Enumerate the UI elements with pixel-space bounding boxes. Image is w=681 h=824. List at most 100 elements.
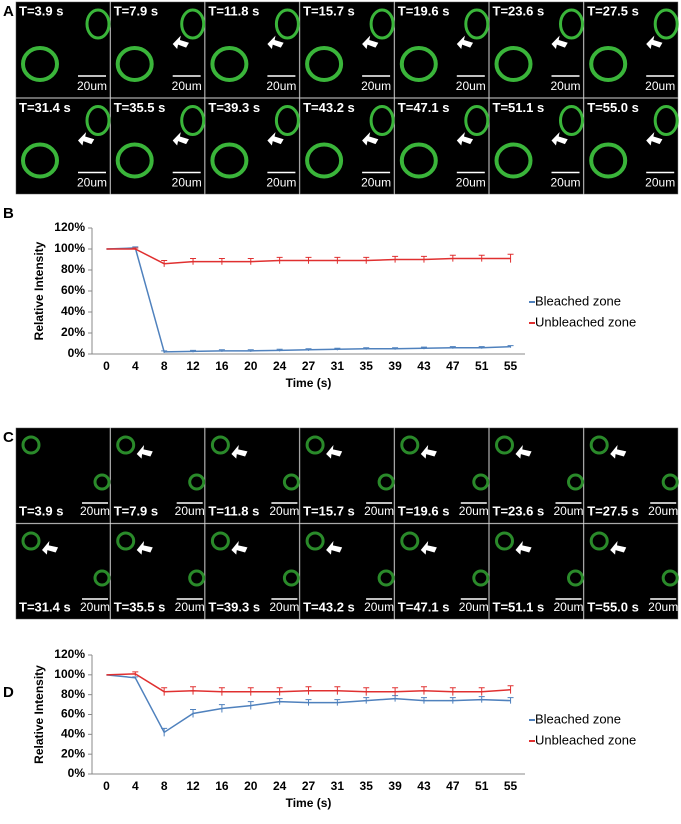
frame-label: T=3.9 s bbox=[19, 3, 63, 18]
cell bbox=[589, 46, 628, 82]
cell bbox=[464, 8, 490, 40]
cell bbox=[180, 8, 206, 40]
x-tick-label: 16 bbox=[215, 359, 229, 373]
frame-label: T=35.5 s bbox=[114, 599, 166, 614]
error-bar bbox=[478, 687, 485, 696]
error-bar bbox=[305, 348, 312, 351]
error-bar bbox=[247, 687, 254, 696]
micrograph bbox=[394, 427, 489, 524]
cell bbox=[85, 105, 111, 136]
frame-label: T=39.3 s bbox=[208, 100, 260, 115]
cell bbox=[210, 142, 249, 179]
error-bar bbox=[334, 256, 341, 264]
arrow bbox=[326, 444, 343, 459]
arrow bbox=[78, 132, 95, 146]
y-tick-label: 120% bbox=[54, 647, 85, 661]
error-bar bbox=[507, 253, 514, 263]
scale-bar-label: 20um bbox=[361, 176, 391, 190]
frame-label: T=15.7 s bbox=[303, 3, 355, 18]
frame-label: T=39.3 s bbox=[208, 599, 260, 614]
cell bbox=[188, 569, 206, 587]
x-tick-label: 47 bbox=[446, 779, 460, 793]
panel-label: A bbox=[3, 3, 14, 20]
y-tick-label: 20% bbox=[61, 746, 85, 760]
frame-label: T=27.5 s bbox=[587, 3, 639, 18]
frame-label: T=43.2 s bbox=[303, 100, 355, 115]
error-bar bbox=[507, 685, 514, 694]
frame-label: T=7.9 s bbox=[114, 3, 158, 18]
micrograph bbox=[15, 427, 110, 524]
scale-bar-label: 20um bbox=[80, 600, 110, 614]
micrograph bbox=[583, 523, 679, 620]
frame-label: T=19.6 s bbox=[398, 3, 450, 18]
arrow bbox=[551, 35, 568, 50]
scale-bar-label: 20um bbox=[456, 176, 486, 190]
error-bar bbox=[247, 349, 254, 352]
x-tick-label: 8 bbox=[161, 779, 168, 793]
y-tick-label: 100% bbox=[54, 241, 85, 255]
frame-label: T=23.6 s bbox=[493, 3, 545, 18]
frame-label: T=15.7 s bbox=[303, 503, 355, 518]
error-bar bbox=[334, 347, 341, 351]
micrograph bbox=[110, 427, 205, 524]
x-tick-label: 12 bbox=[186, 359, 200, 373]
scale-bar-label: 20um bbox=[648, 600, 678, 614]
x-tick-label: 16 bbox=[215, 779, 229, 793]
error-bar bbox=[507, 345, 514, 348]
cell bbox=[115, 46, 154, 82]
error-bar bbox=[218, 257, 225, 265]
x-tick-label: 35 bbox=[360, 779, 374, 793]
cell bbox=[494, 142, 533, 179]
arrow bbox=[172, 35, 189, 50]
cell bbox=[93, 473, 111, 491]
cell bbox=[653, 105, 679, 136]
frame-label: T=47.1 s bbox=[398, 599, 450, 614]
y-tick-label: 80% bbox=[61, 262, 85, 276]
cell bbox=[589, 531, 609, 551]
frame-label: T=23.6 s bbox=[493, 503, 545, 518]
arrow bbox=[646, 35, 663, 50]
error-bar bbox=[161, 260, 168, 267]
error-bar bbox=[161, 727, 168, 737]
frame-label: T=55.0 s bbox=[587, 599, 639, 614]
frame-label: T=31.4 s bbox=[19, 100, 71, 115]
error-bar bbox=[449, 254, 456, 262]
cell bbox=[589, 435, 609, 455]
cell bbox=[400, 531, 420, 551]
cell bbox=[369, 8, 395, 40]
error-bar bbox=[478, 696, 485, 703]
cell bbox=[21, 46, 59, 82]
x-tick-label: 31 bbox=[331, 359, 345, 373]
frame-label: T=3.9 s bbox=[19, 503, 63, 518]
cell bbox=[188, 473, 206, 491]
cell bbox=[495, 531, 514, 551]
cell bbox=[274, 8, 300, 40]
y-tick-label: 0% bbox=[68, 766, 86, 780]
cell bbox=[400, 435, 420, 455]
scale-bar-label: 20um bbox=[269, 600, 299, 614]
cell bbox=[116, 435, 136, 455]
cell bbox=[21, 435, 41, 455]
micrograph bbox=[205, 427, 300, 524]
error-bar bbox=[334, 699, 341, 706]
arrow bbox=[42, 540, 59, 555]
cell bbox=[559, 8, 584, 40]
legend-label: Bleached zone bbox=[535, 293, 621, 308]
error-bar bbox=[449, 687, 456, 696]
legend-label: Unbleached zone bbox=[535, 314, 636, 329]
cell bbox=[399, 46, 438, 82]
x-tick-label: 55 bbox=[504, 779, 518, 793]
error-bar bbox=[132, 671, 139, 676]
cell bbox=[472, 473, 490, 491]
scale-bar-label: 20um bbox=[269, 504, 299, 518]
y-tick-label: 60% bbox=[61, 707, 85, 721]
y-tick-label: 80% bbox=[61, 687, 85, 701]
frame-label: T=43.2 s bbox=[303, 599, 355, 614]
error-bar bbox=[190, 709, 197, 718]
error-bar bbox=[247, 257, 254, 265]
x-tick-label: 0 bbox=[103, 779, 110, 793]
error-bar bbox=[218, 704, 225, 713]
error-bar bbox=[276, 256, 283, 264]
error-bar bbox=[190, 349, 197, 353]
frame-label: T=27.5 s bbox=[587, 503, 639, 518]
